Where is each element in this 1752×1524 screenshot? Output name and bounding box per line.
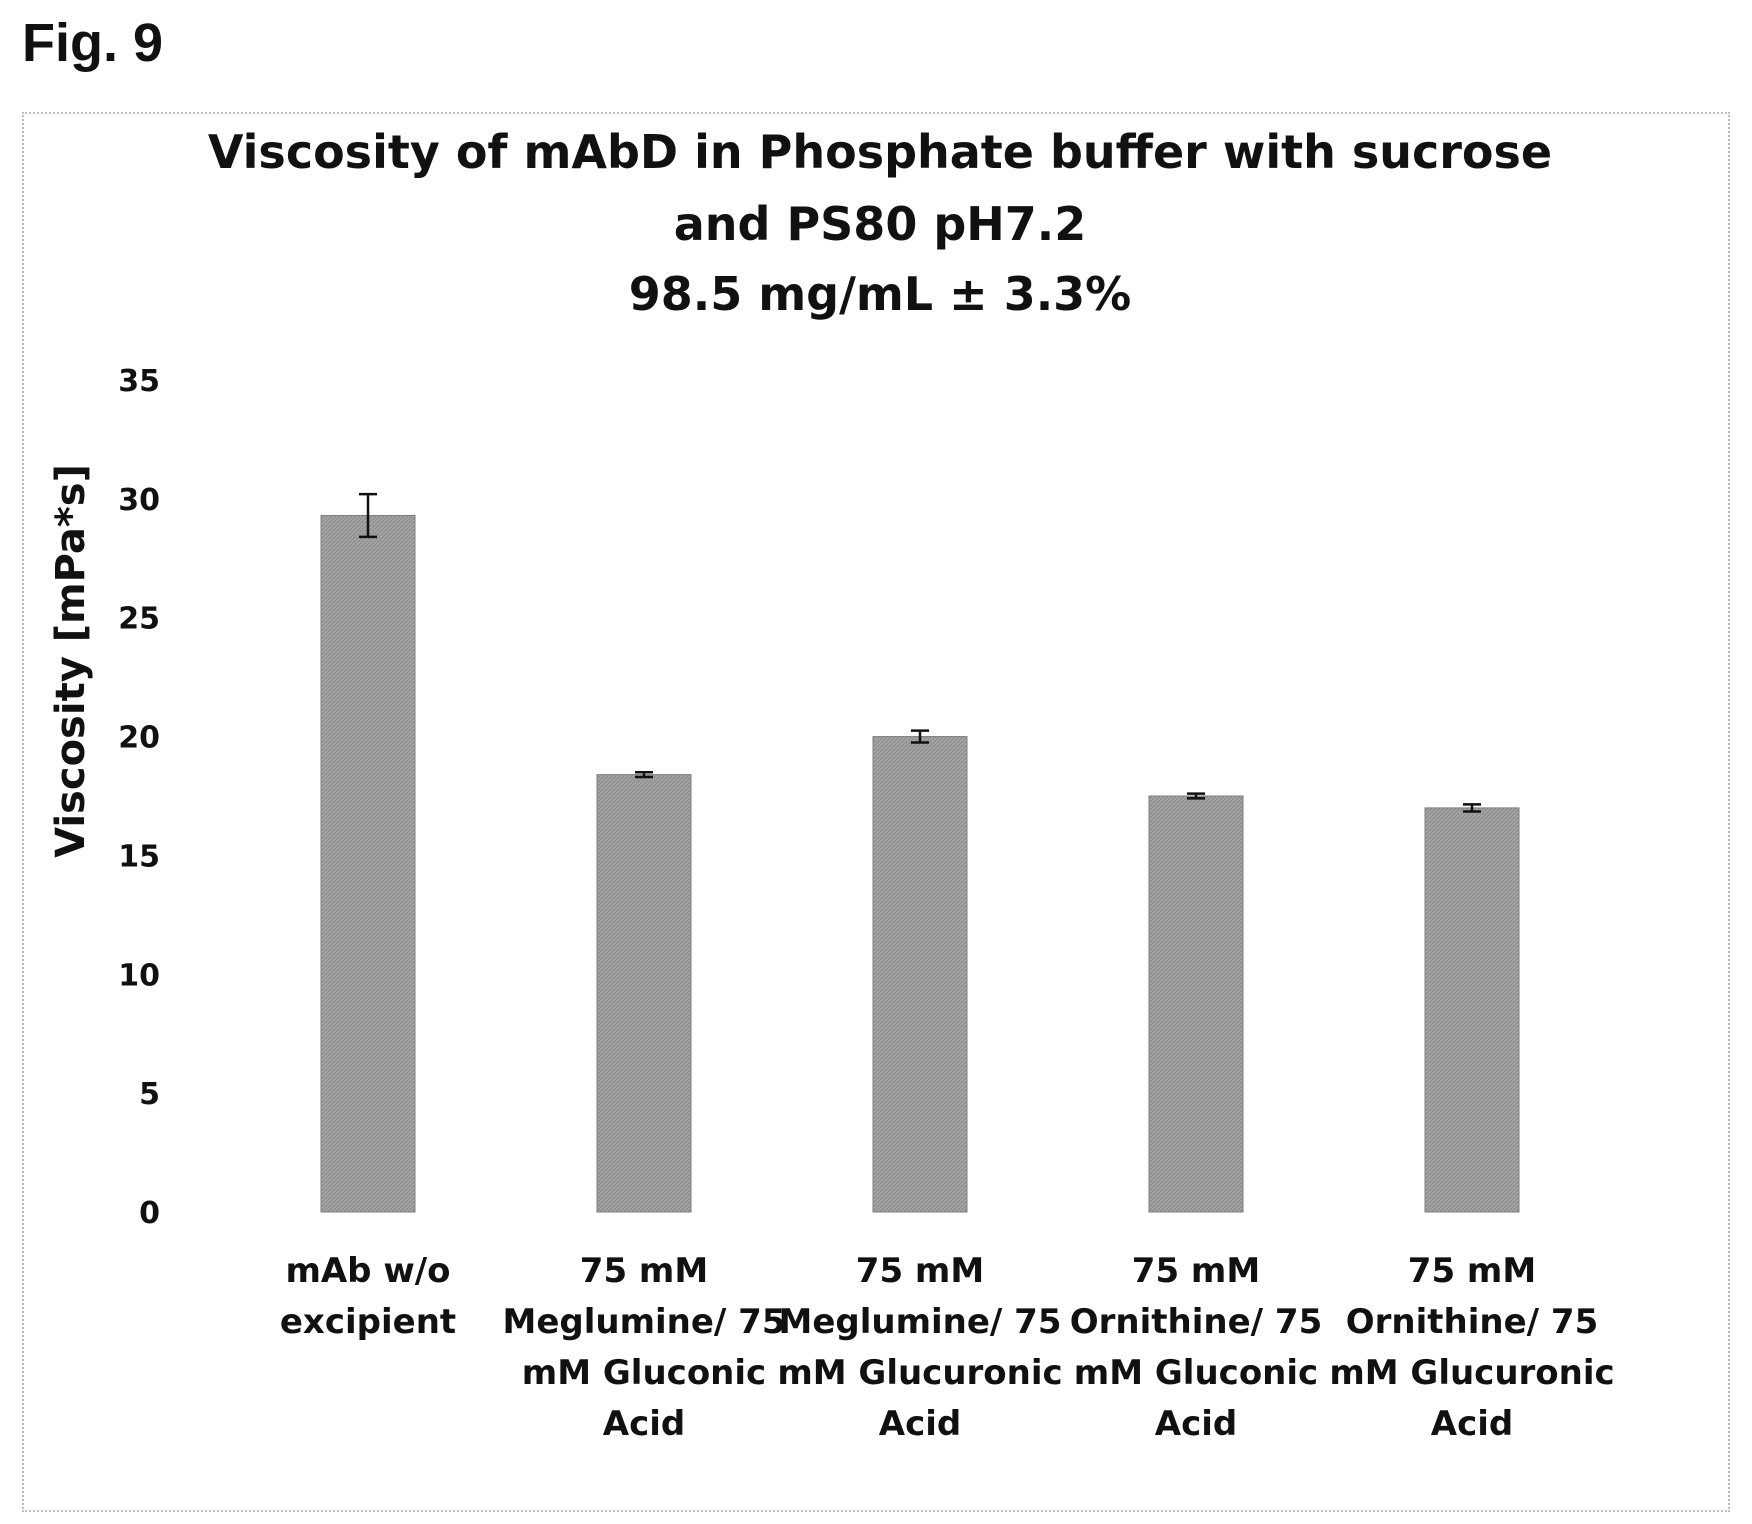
y-tick-label: 35 — [118, 364, 160, 399]
x-category-label-line: mM Gluconic — [1074, 1353, 1318, 1393]
x-category-label-line: Ornithine/ 75 — [1346, 1302, 1598, 1342]
x-category-label-line: 75 mM — [1132, 1251, 1260, 1291]
x-category-label-line: mM Glucuronic — [777, 1353, 1062, 1393]
y-tick-label: 10 — [118, 958, 160, 993]
x-category-label-line: Acid — [1155, 1404, 1237, 1444]
bar — [1148, 795, 1244, 1213]
chart-title: Viscosity of mAbD in Phosphate buffer wi… — [208, 125, 1552, 321]
x-category-label-line: Ornithine/ 75 — [1070, 1302, 1322, 1342]
x-category-label-line: 75 mM — [1408, 1251, 1536, 1291]
x-category-label-line: excipient — [280, 1302, 456, 1342]
y-axis: 0 5 10 15 20 25 30 35 Viscosity [mPa*s] — [48, 364, 160, 1231]
x-category-label-line: Acid — [1431, 1404, 1513, 1444]
figure-label: Fig. 9 — [22, 13, 164, 73]
x-category-label-line: 75 mM — [856, 1251, 984, 1291]
x-category-label: 75 mM Meglumine/ 75 mM Gluconic Acid — [502, 1251, 785, 1444]
x-category-label-line: 75 mM — [580, 1251, 708, 1291]
chart-title-line: 98.5 mg/mL ± 3.3% — [629, 267, 1132, 321]
y-tick-label: 15 — [118, 839, 160, 874]
x-category-label-line: mM Gluconic — [522, 1353, 766, 1393]
x-category-label-line: Acid — [879, 1404, 961, 1444]
error-bars — [359, 492, 1481, 813]
chart-frame — [22, 112, 1730, 1512]
error-bar — [359, 492, 377, 539]
error-bar — [1463, 803, 1481, 813]
y-tick-label: 20 — [118, 721, 160, 756]
error-bar — [1187, 792, 1205, 800]
x-category-label-line: Meglumine/ 75 — [502, 1302, 785, 1342]
x-category-label-line: mAb w/o — [285, 1251, 450, 1291]
y-axis-label: Viscosity [mPa*s] — [48, 464, 94, 858]
bar — [320, 514, 416, 1213]
chart-title-line: Viscosity of mAbD in Phosphate buffer wi… — [208, 125, 1552, 179]
y-tick-label: 5 — [139, 1077, 160, 1112]
chart-title-line: and PS80 pH7.2 — [674, 197, 1087, 251]
x-category-label-line: Acid — [603, 1404, 685, 1444]
error-bar — [635, 770, 653, 779]
y-tick-label: 0 — [139, 1196, 160, 1231]
y-tick-label: 25 — [118, 602, 160, 637]
x-axis: mAb w/o excipient 75 mM Meglumine/ 75 mM Glu… — [280, 1251, 1615, 1444]
x-category-label-line: Meglumine/ 75 — [778, 1302, 1061, 1342]
x-category-label: 75 mM Ornithine/ 75 mM Gluconic Acid — [1070, 1251, 1322, 1444]
error-bar — [911, 729, 929, 744]
y-tick-label: 30 — [118, 483, 160, 518]
bar — [1424, 807, 1520, 1213]
x-category-label: 75 mM Meglumine/ 75 mM Glucuronic Acid — [777, 1251, 1062, 1444]
x-category-label: mAb w/o excipient — [280, 1251, 456, 1342]
x-category-label-line: mM Glucuronic — [1329, 1353, 1614, 1393]
bars — [320, 514, 1520, 1213]
bar — [596, 774, 692, 1213]
x-category-label: 75 mM Ornithine/ 75 mM Glucuronic Acid — [1329, 1251, 1614, 1444]
bar — [872, 736, 968, 1213]
